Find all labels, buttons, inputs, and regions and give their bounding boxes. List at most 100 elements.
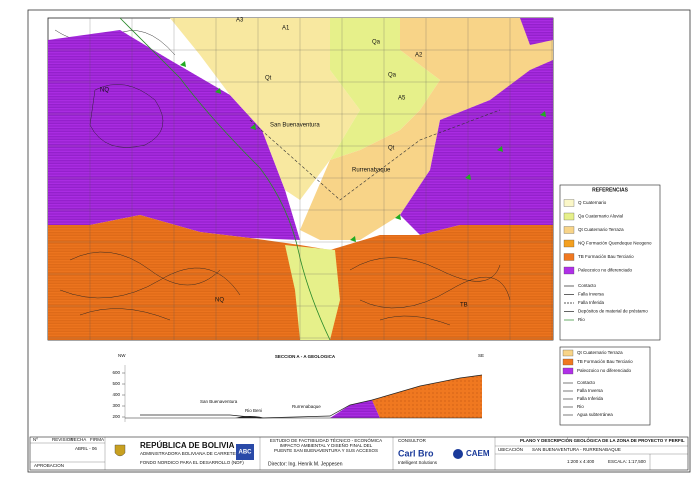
map-shape: [400, 60, 553, 235]
agency: ADMINISTRADORA BOLIVIANA DE CARRETERAS: [140, 451, 245, 456]
map-label: Rurrenabaque: [352, 168, 391, 174]
map-label: Qt: [265, 76, 272, 82]
map-shape: [89, 84, 164, 148]
map-label: Qt: [388, 146, 395, 152]
section-tick-label: 300: [112, 403, 120, 408]
fund: FONDO NORDICO PARA EL DESARROLLO (NDF): [140, 460, 244, 465]
section-legend-swatch: [562, 349, 574, 357]
plan-title: PLANO Y DESCRIPCIÓN GEOLÓGICA DE LA ZONA…: [520, 436, 685, 443]
revision-date: ABRIL - 06: [75, 446, 97, 451]
section-legend-label: Falla Inferida: [577, 396, 604, 401]
legend-title: REFERENCIAS: [592, 187, 629, 193]
map-label: A1: [282, 26, 290, 32]
map-shape: [285, 245, 340, 340]
legend-label: Paleozoico no diferenciado: [578, 268, 633, 273]
section-legend-label: Rio: [577, 404, 584, 409]
consultant: Carl Bro: [398, 448, 434, 458]
section-scale: 1:200 x 4:400: [567, 459, 595, 464]
map-shape: [300, 18, 553, 240]
map: [47, 17, 554, 341]
section-legend-label: Paleozoico no diferenciado: [577, 368, 632, 373]
map-shape: [559, 184, 661, 341]
map-shape: [59, 251, 511, 326]
map-shape: [330, 400, 380, 418]
section-tick-label: 600: [112, 370, 120, 375]
map-label: TB: [460, 303, 468, 309]
revision-header: FIRMA: [90, 437, 104, 442]
map-labels: Qt Qa A5 Qt Qa A1 A2 A3 San Buenaventura Rurrenab…: [100, 18, 468, 309]
map-label: NQ: [215, 298, 224, 304]
agency-logo: ABC: [239, 450, 253, 456]
study-line: ESTUDIO DE FACTIBILIDAD TÉCNICO - ECONÓM…: [270, 437, 382, 443]
section-tick-label: 500: [112, 381, 120, 386]
group: [48, 18, 553, 340]
consultant-label: CONSULTOR: [398, 438, 427, 443]
group: Q Cuaternario Qa Cuaternario Aluvial Qt Cu…: [563, 199, 652, 322]
group: Qt Cuaternario Terraza TB Formación Bau T…: [562, 349, 633, 417]
legend-swatch: [563, 212, 575, 221]
map-shape: [29, 436, 689, 471]
map-shape: [119, 17, 331, 341]
legend-label: Depósitos de material de préstamo: [578, 309, 648, 314]
legend-label: Contacto: [578, 283, 597, 288]
legend-label: NQ Formación Quendeque Neogeno: [578, 241, 652, 246]
section-legend-swatch: [562, 358, 574, 366]
map-label: A3: [236, 18, 244, 24]
location-label: UBICACIÓN: [498, 446, 523, 452]
map-label: Qa: [388, 73, 397, 79]
section-title: SECCION A - A GEOLOGICA: [275, 354, 336, 359]
section-legend-label: Contacto: [577, 380, 596, 385]
map-shape: [249, 109, 501, 201]
map-shape: [372, 375, 482, 418]
legend-label: Rio: [578, 317, 585, 322]
section-legend-label: TB Formación Bau Terciario: [577, 359, 633, 364]
map-label: A5: [398, 96, 406, 102]
legend: REFERENCIAS Q Cuaternario Qa Cuaternario …: [559, 184, 661, 341]
section-right: SE: [478, 353, 484, 358]
legend-swatch: [563, 266, 575, 275]
map-label: NQ: [100, 88, 109, 94]
study-line: PUENTE SAN BUENAVENTURA Y SUS ACCESOS: [274, 448, 378, 453]
scale: ESCALA: 1:17,500: [608, 459, 646, 464]
location: SAN BUENAVENTURA - RURRENABAQUE: [532, 447, 621, 452]
legend-label: Falla Inversa: [578, 292, 604, 297]
section-legend-label: Falla Inversa: [577, 388, 603, 393]
revision-header: Nº: [33, 437, 38, 442]
legend-label: TB Formación Bau Terciario: [578, 254, 634, 259]
section-legend-label: Agua subterránea: [577, 412, 613, 417]
partner: CAEM: [466, 449, 490, 458]
map-shape: [453, 449, 463, 459]
map-label: Qa: [372, 40, 381, 46]
map-shape: [170, 18, 360, 200]
map-shape: [114, 444, 126, 457]
approval: APROBACION: [34, 463, 64, 468]
section-place: San Buenaventura: [200, 399, 238, 404]
legend-label: Falla Inferida: [578, 300, 605, 305]
map-shape: [520, 18, 553, 45]
map-shape: [330, 18, 440, 160]
director: Director: Ing. Henrik M. Jeppesen: [268, 461, 343, 467]
cross-section: SECCION A - A GEOLOGICA NW SE San Buenav…: [112, 346, 651, 426]
legend-swatch: [563, 226, 575, 234]
map-shape: [236, 444, 254, 460]
section-left: NW: [118, 353, 126, 358]
section-legend-label: Qt Cuaternario Terraza: [577, 350, 623, 355]
map-shape: [559, 346, 651, 426]
country: REPÚBLICA DE BOLIVIA: [140, 441, 235, 450]
legend-label: Qa Cuaternario Aluvial: [578, 214, 623, 219]
legend-swatch: [563, 239, 575, 248]
legend-label: Qt Cuaternario Terraza: [578, 227, 624, 232]
consultant-tagline: Intelligent Solutions: [398, 460, 438, 465]
section-tick-label: 200: [112, 414, 120, 419]
revision-header: FECHA: [71, 437, 86, 442]
study-line: IMPACTO AMBIENTAL Y DISEÑO FINAL DEL: [280, 442, 373, 448]
legend-swatch: [563, 253, 575, 261]
group: 600 500 400 300 200: [112, 370, 125, 419]
legend-swatch: [563, 199, 575, 207]
section-tick-label: 400: [112, 392, 120, 397]
section-place: Rio Beni: [245, 408, 262, 413]
